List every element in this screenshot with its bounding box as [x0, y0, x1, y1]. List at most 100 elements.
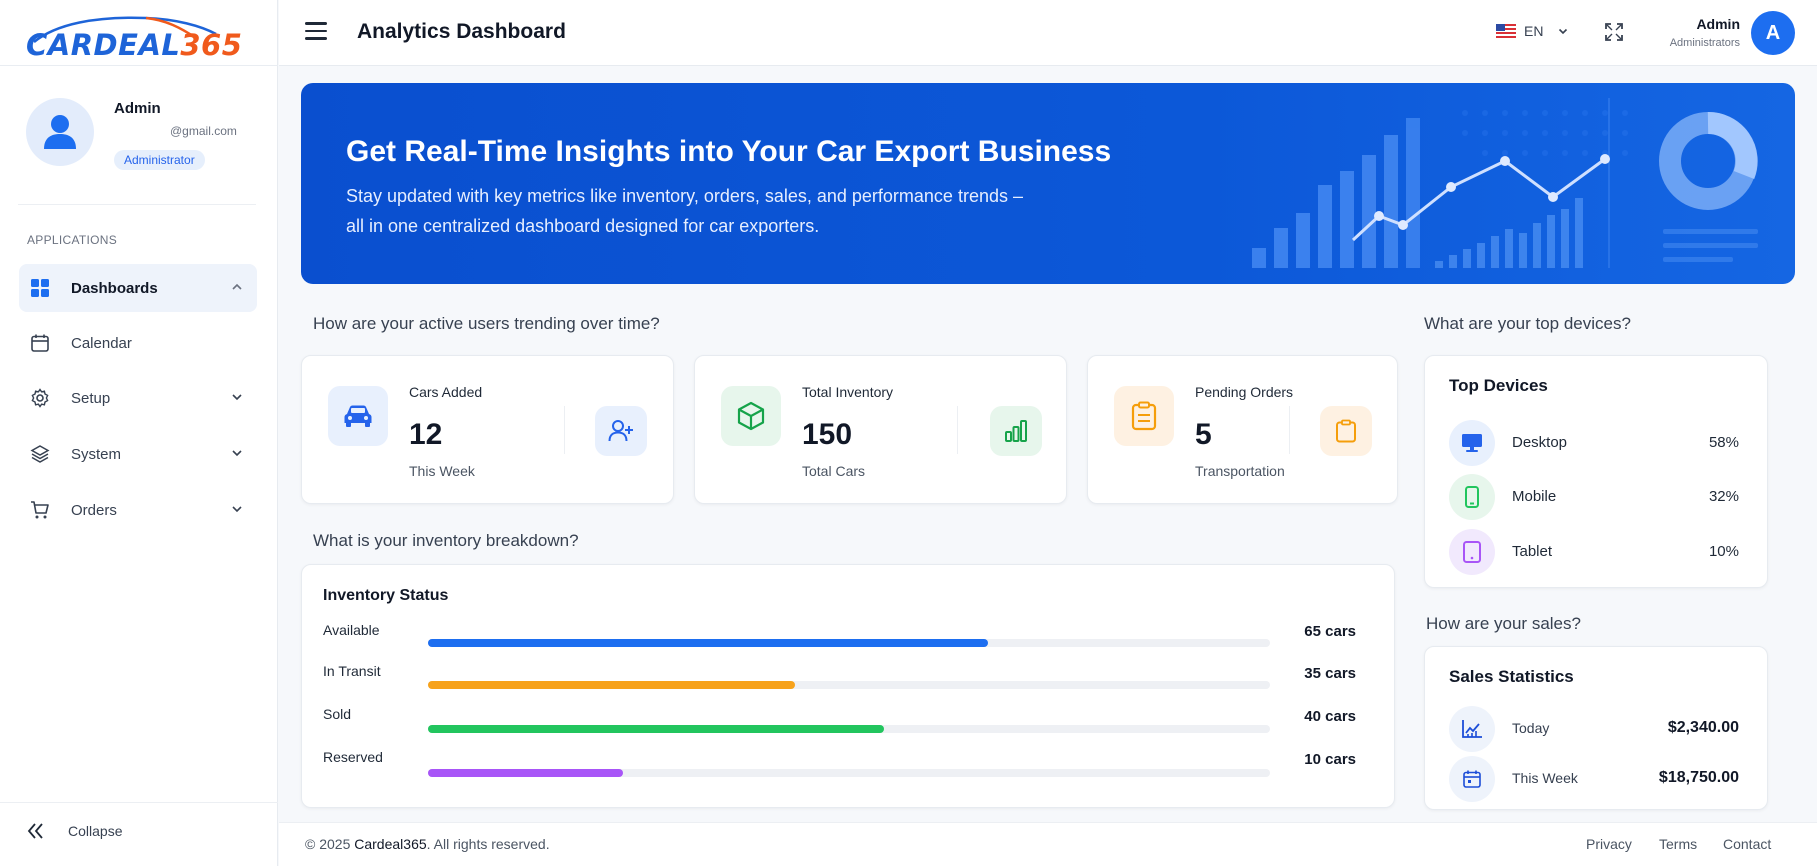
car-silhouette-icon — [33, 16, 217, 43]
device-label: Tablet — [1512, 543, 1553, 560]
user-name: Admin — [1696, 16, 1740, 32]
stat-subtitle: Transportation — [1195, 463, 1285, 479]
divider — [0, 802, 278, 803]
inventory-row-count: 35 cars — [1304, 665, 1356, 682]
sidebar-item-setup[interactable]: Setup — [19, 374, 257, 422]
footer-link-terms[interactable]: Terms — [1659, 836, 1698, 852]
device-label: Mobile — [1512, 488, 1557, 505]
inventory-row-label: Sold — [323, 706, 352, 722]
bar-chart-icon — [1005, 420, 1027, 442]
inventory-row-count: 10 cars — [1304, 751, 1356, 768]
gear-icon — [29, 387, 51, 409]
sidebar-item-label: Calendar — [71, 334, 132, 352]
sales-row-today: Today $2,340.00 — [1449, 706, 1739, 752]
progress-track — [428, 725, 1270, 733]
monitor-icon — [1449, 420, 1495, 466]
chevron-down-icon — [232, 394, 242, 401]
footer-link-contact[interactable]: Contact — [1723, 836, 1772, 852]
language-label: EN — [1524, 23, 1544, 39]
sidebar-item-label: Orders — [71, 501, 117, 519]
sidebar-item-system[interactable]: System — [19, 430, 257, 478]
footer: © 2025 Cardeal365. All rights reserved. … — [279, 822, 1817, 866]
section-question-sales: How are your sales? — [1426, 614, 1581, 633]
inventory-row-count: 65 cars — [1304, 623, 1356, 640]
hero-subtitle: Stay updated with key metrics like inven… — [346, 181, 1046, 241]
sidebar-section-label: APPLICATIONS — [27, 233, 118, 247]
section-question-devices: What are your top devices? — [1424, 314, 1631, 333]
inventory-chart-button[interactable] — [990, 406, 1042, 456]
collapse-button[interactable]: Collapse — [26, 822, 122, 840]
clipboard-icon — [1336, 419, 1356, 443]
device-row-tablet: Tablet 10% — [1449, 529, 1739, 575]
tablet-icon — [1449, 529, 1495, 575]
profile-card: Admin @gmail.com Administrator — [26, 98, 256, 178]
footer-link-privacy[interactable]: Privacy — [1586, 836, 1632, 852]
fullscreen-button[interactable] — [1604, 22, 1624, 47]
sidebar-item-label: Setup — [71, 389, 111, 407]
divider — [18, 204, 256, 205]
card-title: Top Devices — [1449, 376, 1548, 395]
progress-fill-in-transit — [428, 681, 796, 689]
inventory-row-label: Reserved — [323, 749, 383, 765]
grid-icon — [29, 277, 51, 299]
hero-banner: Get Real-Time Insights into Your Car Exp… — [301, 83, 1795, 284]
stat-value: 12 — [409, 418, 443, 451]
car-icon — [328, 386, 388, 446]
sidebar-item-calendar[interactable]: Calendar — [19, 319, 257, 367]
sales-row-this-week: This Week $18,750.00 — [1449, 756, 1739, 802]
brand-logo[interactable]: CARDEAL365 — [26, 12, 256, 62]
hero-title: Get Real-Time Insights into Your Car Exp… — [346, 135, 1112, 168]
section-question-users: How are your active users trending over … — [313, 314, 660, 333]
user-avatar[interactable]: A — [1751, 11, 1795, 55]
collapse-label: Collapse — [68, 823, 123, 839]
footer-brand-link[interactable]: Cardeal365 — [354, 836, 427, 852]
chevron-down-icon — [232, 450, 242, 457]
stat-title: Cars Added — [409, 384, 483, 400]
stat-value: 150 — [802, 418, 853, 451]
sidebar-item-dashboards[interactable]: Dashboards — [19, 264, 257, 312]
stat-subtitle: Total Cars — [802, 463, 866, 479]
sales-statistics-card: Sales Statistics Today $2,340.00 This We… — [1424, 646, 1768, 810]
sidebar: CARDEAL365 Admin @gmail.com Administrato… — [0, 0, 278, 866]
inventory-row-count: 40 cars — [1304, 708, 1356, 725]
device-label: Desktop — [1512, 434, 1568, 451]
divider — [0, 65, 278, 66]
progress-fill-sold — [428, 725, 884, 733]
progress-track — [428, 639, 1270, 647]
device-percent: 58% — [1708, 434, 1739, 451]
profile-avatar[interactable] — [26, 98, 94, 166]
stat-title: Pending Orders — [1195, 384, 1294, 400]
us-flag-icon — [1496, 24, 1516, 38]
chevron-down-icon — [232, 506, 242, 513]
section-question-inventory: What is your inventory breakdown? — [313, 531, 579, 550]
language-selector[interactable]: EN — [1496, 23, 1569, 39]
sidebar-item-label: Dashboards — [71, 279, 158, 297]
progress-track — [428, 681, 1270, 689]
logo-text-left: CARDEAL — [26, 28, 181, 62]
top-devices-card: Top Devices Desktop 58% Mobile 32% Table… — [1424, 355, 1768, 588]
progress-fill-reserved — [428, 769, 623, 777]
sales-label: Today — [1512, 720, 1550, 736]
add-user-button[interactable] — [595, 406, 647, 456]
chevron-up-icon — [232, 283, 242, 290]
clipboard-icon — [1114, 386, 1174, 446]
card-title: Inventory Status — [323, 587, 449, 604]
trend-chart-icon — [1449, 706, 1495, 752]
logo-text-right: 365 — [180, 28, 243, 62]
inventory-row-label: In Transit — [323, 663, 381, 679]
sales-value: $18,750.00 — [1658, 769, 1739, 786]
stat-value: 5 — [1195, 418, 1212, 451]
menu-toggle-button[interactable] — [305, 22, 329, 44]
device-row-mobile: Mobile 32% — [1449, 474, 1739, 520]
stat-subtitle: This Week — [409, 463, 475, 479]
layers-icon — [29, 443, 51, 465]
calendar-icon — [1449, 756, 1495, 802]
divider — [1289, 406, 1290, 454]
profile-email: @gmail.com — [170, 124, 237, 138]
orders-clipboard-button[interactable] — [1320, 406, 1372, 456]
progress-fill-available — [428, 639, 988, 647]
copyright-prefix: © 2025 — [305, 836, 351, 852]
sidebar-item-orders[interactable]: Orders — [19, 486, 257, 534]
divider — [957, 406, 958, 454]
user-role: Administrators — [1669, 37, 1740, 49]
